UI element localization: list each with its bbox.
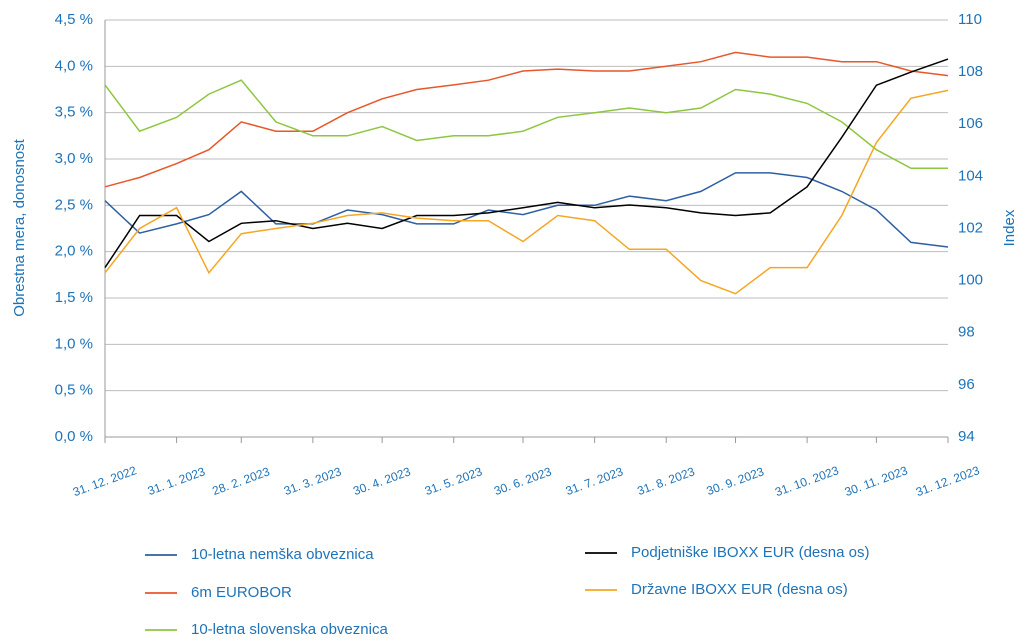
y-axis-title: Obrestna mera, donosnost <box>11 138 28 316</box>
y2-tick-label: 96 <box>958 376 975 393</box>
x-tick-label: 30. 11. 2023 <box>843 463 910 499</box>
y2-tick-label: 100 <box>958 272 983 289</box>
y-tick-label: 1,5 % <box>55 289 93 306</box>
y2-tick-label: 106 <box>958 115 983 132</box>
x-tick-label: 30. 4. 2023 <box>351 464 413 498</box>
y-tick-label: 2,0 % <box>55 243 93 260</box>
x-tick-label: 31. 12. 2022 <box>71 463 139 499</box>
x-tick-label: 31. 3. 2023 <box>282 464 344 498</box>
y-tick-label: 4,5 % <box>55 11 93 28</box>
x-tick-label: 30. 6. 2023 <box>492 464 554 498</box>
series-line <box>104 79 948 170</box>
y2-tick-label: 94 <box>958 428 975 445</box>
y-tick-label: 3,5 % <box>55 104 93 121</box>
x-tick-label: 30. 9. 2023 <box>705 464 767 498</box>
y-tick-label: 0,5 % <box>55 382 93 399</box>
x-tick-label: 31. 7. 2023 <box>564 464 626 498</box>
series-line <box>104 172 949 248</box>
x-tick-label: 31. 12. 2023 <box>914 463 982 499</box>
series-line <box>104 58 949 269</box>
series-line <box>104 51 949 188</box>
x-tick-label: 31. 8. 2023 <box>635 464 697 498</box>
y-tick-label: 0,0 % <box>55 428 93 445</box>
y-tick-label: 4,0 % <box>55 57 93 74</box>
y-tick-label: 1,0 % <box>55 335 93 352</box>
x-tick-label: 28. 2. 2023 <box>210 464 272 498</box>
legend-label: 10-letna slovenska obveznica <box>191 621 388 638</box>
y2-tick-label: 104 <box>958 167 983 184</box>
y2-tick-label: 108 <box>958 63 983 80</box>
y-tick-label: 3,0 % <box>55 150 93 167</box>
x-tick-label: 31. 10. 2023 <box>773 463 841 499</box>
y-tick-label: 2,5 % <box>55 196 93 213</box>
y2-tick-label: 110 <box>958 11 982 28</box>
x-tick-label: 31. 5. 2023 <box>423 464 485 498</box>
y2-axis-title: Index <box>1001 209 1018 246</box>
legend-label: 6m EUROBOR <box>191 584 292 601</box>
legend-label: Podjetniške IBOXX EUR (desna os) <box>631 544 869 561</box>
x-tick-label: 31. 1. 2023 <box>146 464 208 498</box>
series-line <box>104 89 949 295</box>
y2-tick-label: 98 <box>958 324 975 341</box>
legend-label: 10-letna nemška obveznica <box>191 546 374 563</box>
legend-label: Državne IBOXX EUR (desna os) <box>631 581 848 598</box>
y2-tick-label: 102 <box>958 219 983 236</box>
